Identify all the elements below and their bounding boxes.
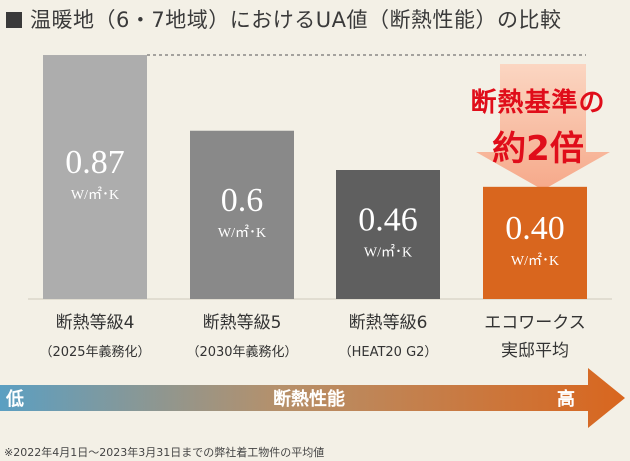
callout-down-arrow-icon (476, 64, 610, 190)
bar (43, 55, 147, 299)
category-sublabel: （2030年義務化） (186, 344, 297, 360)
bar (190, 130, 294, 299)
arrow-axis-label: 断熱性能 (273, 389, 345, 410)
bar-unit-label: W/㎡･K (71, 187, 119, 203)
callout: 断熱基準の 約2倍 (438, 82, 630, 170)
category-label: 断熱等級4 (56, 313, 135, 333)
category-label: 断熱等級6 (349, 313, 428, 333)
bar-value-label: 0.40 (505, 210, 565, 247)
callout-line1: 断熱基準の (470, 88, 606, 118)
bar (336, 170, 440, 299)
category-label: 断熱等級5 (203, 313, 282, 333)
arrow-low-label: 低 (6, 389, 24, 410)
category-sublabel: 実邸平均 (501, 341, 569, 361)
title-square-icon (6, 12, 22, 28)
callout-line2: 約2倍 (492, 129, 584, 169)
bar-unit-label: W/㎡･K (218, 225, 266, 241)
bar-value-label: 0.87 (65, 144, 125, 181)
bar-unit-label: W/㎡･K (511, 253, 559, 269)
bar (483, 186, 587, 299)
footnote: ※2022年4月1日～2023年3月31日までの弊社着工物件の平均値 (4, 446, 325, 459)
category-sublabel: （2025年義務化） (39, 344, 150, 360)
performance-arrow (0, 368, 625, 428)
category-label: エコワークス (484, 313, 586, 333)
title-text: 温暖地（6・7地域）におけるUA値（断熱性能）の比較 (30, 8, 562, 32)
bar-unit-label: W/㎡･K (364, 245, 412, 261)
bar-value-label: 0.46 (358, 202, 418, 239)
bar-value-label: 0.6 (221, 182, 264, 219)
arrow-high-label: 高 (557, 389, 575, 410)
category-sublabel: （HEAT20 G2） (339, 345, 438, 360)
chart-title: 温暖地（6・7地域）におけるUA値（断熱性能）の比較 (6, 4, 561, 34)
